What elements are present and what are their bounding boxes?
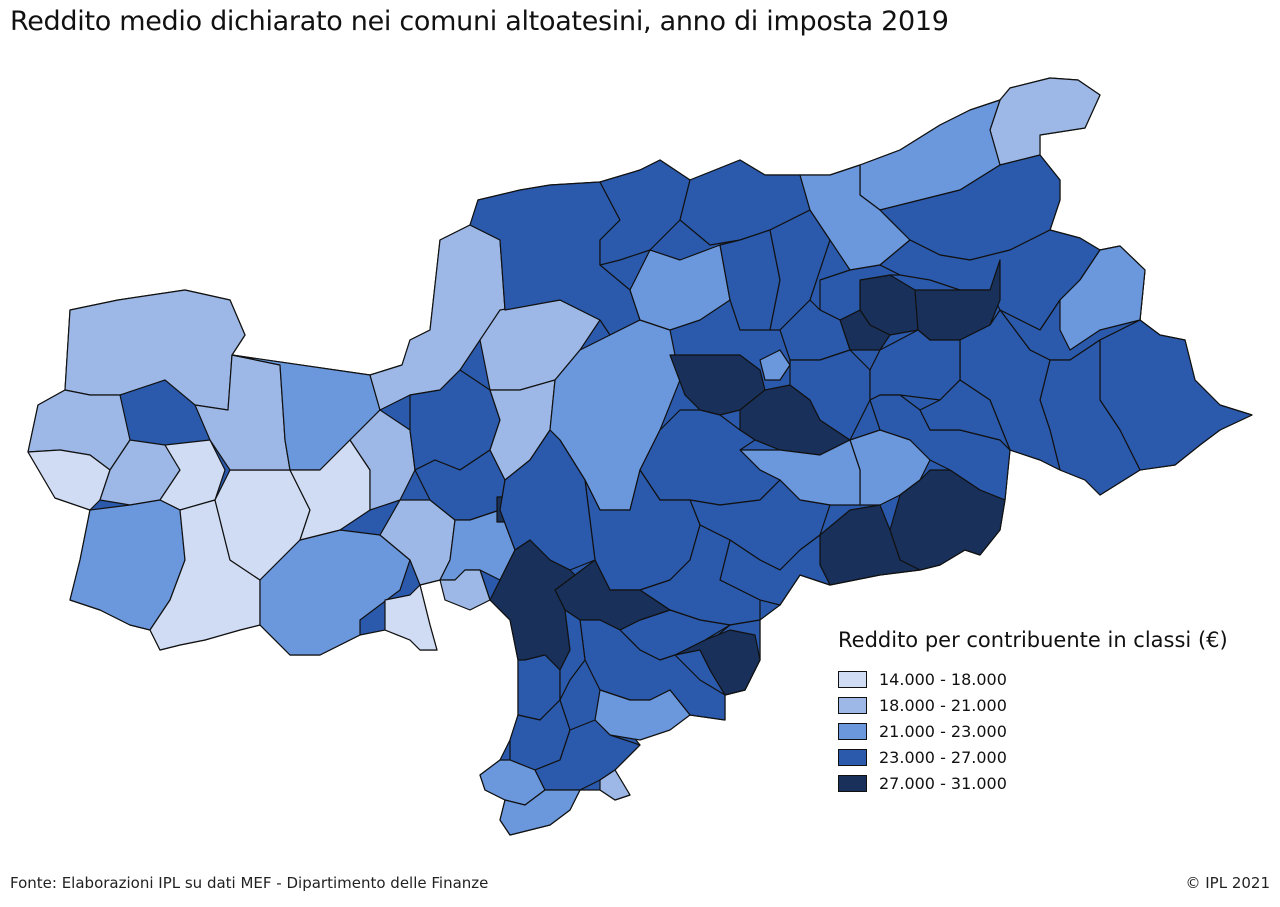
region-pfatten — [559, 609, 586, 701]
region-natz — [759, 349, 791, 381]
region-neumarkt — [534, 719, 641, 791]
legend-label: 21.000 - 23.000 — [879, 721, 1007, 741]
legend-item: 27.000 - 31.000 — [838, 770, 1228, 796]
region-laurein — [384, 584, 438, 651]
region-tisens — [439, 569, 491, 611]
legend-label: 27.000 - 31.000 — [879, 773, 1007, 793]
region-wengen — [919, 379, 1011, 451]
region-welschnofen — [674, 629, 761, 696]
legend-swatch — [838, 722, 867, 740]
region-terlan — [499, 429, 596, 571]
legend-item: 18.000 - 21.000 — [838, 692, 1228, 718]
legend-item: 23.000 - 27.000 — [838, 744, 1228, 770]
legend-label: 18.000 - 21.000 — [879, 695, 1007, 715]
choropleth-map — [27, 77, 1253, 836]
region-salurn — [499, 789, 581, 836]
legend-item: 14.000 - 18.000 — [838, 666, 1228, 692]
legend-swatch — [838, 774, 867, 792]
region-st-lorenzen — [819, 264, 901, 321]
legend-label: 14.000 - 18.000 — [879, 669, 1007, 689]
legend-title: Reddito per contribuente in classi (€) — [838, 628, 1228, 652]
map-legend: Reddito per contribuente in classi (€) 1… — [838, 628, 1228, 796]
region-luesen — [789, 349, 871, 441]
legend-swatch — [838, 670, 867, 688]
source-note: Fonte: Elaborazioni IPL su dati MEF - Di… — [10, 874, 489, 892]
region-ahrntal — [989, 77, 1101, 166]
legend-swatch — [838, 748, 867, 766]
legend-label: 23.000 - 27.000 — [879, 747, 1007, 767]
region-welsberg — [1059, 245, 1146, 351]
region-kastelbell — [349, 409, 416, 511]
region-truden — [599, 769, 631, 801]
legend-swatch — [838, 696, 867, 714]
copyright-note: © IPL 2021 — [1185, 874, 1270, 892]
legend-item: 21.000 - 23.000 — [838, 718, 1228, 744]
map-title: Reddito medio dichiarato nei comuni alto… — [10, 6, 949, 37]
